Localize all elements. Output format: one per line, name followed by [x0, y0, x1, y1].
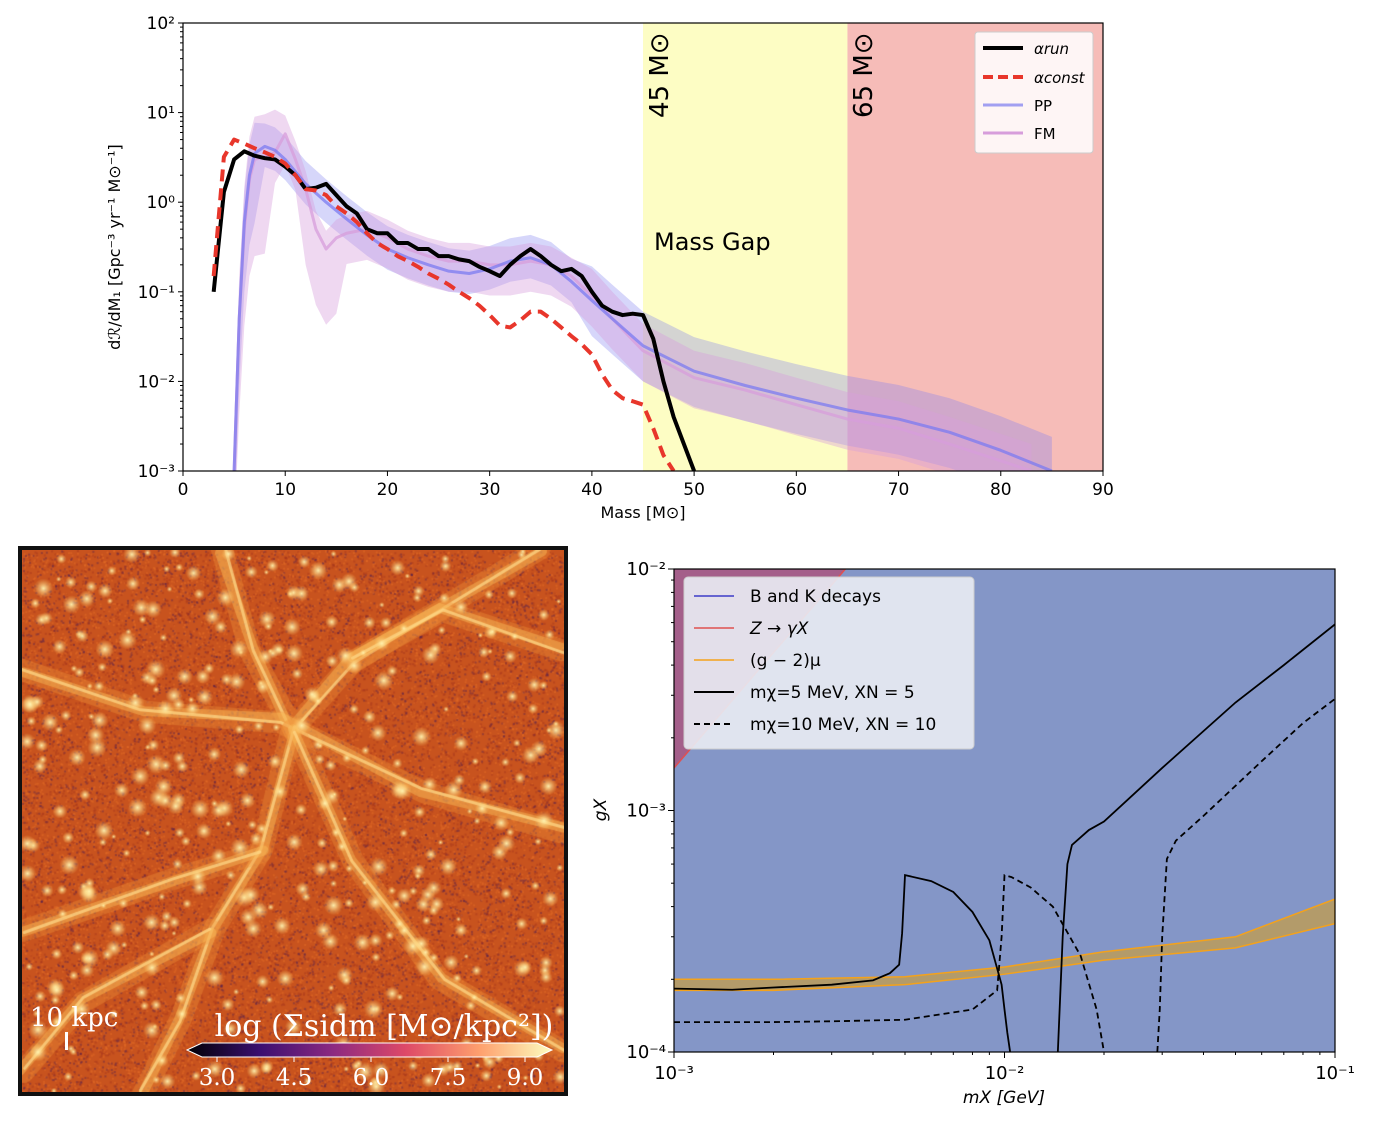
x-tick-label: 10⁻²	[985, 1063, 1025, 1084]
fm-uncertainty-band	[234, 109, 1032, 471]
density-map-image	[22, 550, 564, 1092]
x-tick-label: 40	[581, 480, 603, 500]
region-label-45: 45 M⊙	[645, 32, 675, 118]
legend-5mev: mχ=5 MeV, XN = 5	[750, 683, 915, 703]
coupling-chart: 10⁻³ 10⁻² 10⁻¹10⁻⁴10⁻³10⁻² mX [GeV] gX B a…	[591, 559, 1355, 1108]
colorbar-tick-label: 6.0	[353, 1065, 390, 1091]
density-map-panel: 10 kpc log (Σsidm [M⊙/kpc²]) 3.0 4.5 6.0 7.…	[18, 546, 568, 1096]
top-y-axis-label: dℛ/dM₁ [Gpc⁻³ yr⁻¹ M⊙⁻¹]	[105, 144, 124, 350]
legend-fm: FM	[1034, 125, 1056, 143]
scale-bar-label: 10 kpc	[30, 1003, 118, 1033]
y-tick-label: 10⁻¹	[138, 283, 175, 303]
region-label-65: 65 M⊙	[849, 32, 879, 118]
series-line-PP	[232, 144, 1053, 471]
x-tick-label: 90	[1092, 480, 1114, 500]
colorbar-tick-label: 7.5	[430, 1065, 467, 1091]
br-legend: B and K decays Z → γX (g − 2)μ mχ=5 MeV,…	[683, 576, 975, 750]
legend-z: Z → γX	[749, 619, 809, 639]
contour-mχ=10 MeV, XN = 10 (branch 2)	[1156, 698, 1335, 1052]
x-tick-label: 80	[990, 480, 1012, 500]
legend-10mev: mχ=10 MeV, XN = 10	[750, 715, 936, 735]
x-tick-label: 20	[377, 480, 399, 500]
mass-spectrum-chart: 0 10 20 30 40 50 60 70 80 90 10⁻³ 10⁻² 10⁻¹ 10⁰ 10¹ 10²…	[105, 14, 1114, 522]
legend-alpha-const: αconst	[1034, 69, 1086, 87]
y-tick-label: 10²	[147, 14, 175, 34]
y-tick-label: 10⁰	[147, 193, 176, 213]
scale-bar	[65, 1032, 68, 1050]
g-minus-2-band	[674, 898, 1335, 992]
legend-bk: B and K decays	[750, 587, 881, 607]
x-tick-label: 10⁻¹	[1315, 1063, 1355, 1084]
y-tick-label: 10⁻²	[138, 372, 175, 392]
colorbar-tick-label: 4.5	[276, 1065, 313, 1091]
colorbar-tick-label: 9.0	[507, 1065, 544, 1091]
contour-mχ=5 MeV, XN = 5 (branch 2)	[1056, 623, 1335, 1052]
top-x-axis-label: Mass [M⊙]	[600, 503, 685, 522]
top-plot-frame	[182, 22, 1104, 472]
y-tick-label: 10⁻³	[626, 801, 666, 822]
y-tick-label: 10⁻³	[138, 462, 175, 482]
legend-g2: (g − 2)μ	[750, 651, 821, 671]
pp-uncertainty-band	[234, 122, 1052, 471]
x-tick-label: 10	[274, 480, 296, 500]
x-tick-label: 10⁻³	[654, 1063, 694, 1084]
mass-gap-annotation: Mass Gap	[654, 228, 771, 256]
y-tick-label: 10¹	[147, 104, 175, 124]
x-tick-label: 70	[888, 480, 910, 500]
x-tick-label: 30	[479, 480, 501, 500]
y-tick-label: 10⁻²	[626, 559, 666, 580]
legend-alpha-run: αrun	[1034, 40, 1069, 58]
br-y-axis-label: gX	[591, 798, 611, 821]
contour-mχ=5 MeV, XN = 5	[674, 874, 1012, 1052]
series-line-FM	[232, 132, 1032, 471]
colorbar-label: log (Σsidm [M⊙/kpc²])	[215, 1009, 554, 1044]
x-tick-label: 50	[683, 480, 705, 500]
x-tick-label: 0	[178, 480, 189, 500]
colorbar-tick-label: 3.0	[199, 1065, 236, 1091]
x-tick-label: 60	[786, 480, 808, 500]
legend-pp: PP	[1034, 97, 1052, 115]
series-line-αconst	[211, 137, 676, 471]
shaded-region-0	[643, 23, 848, 471]
colorbar	[185, 1042, 554, 1058]
density-map-overlay: 10 kpc log (Σsidm [M⊙/kpc²]) 3.0 4.5 6.0 7.…	[30, 1003, 554, 1091]
top-legend: αrun αconst PP FM	[974, 31, 1094, 154]
br-x-axis-label: mX [GeV]	[963, 1088, 1045, 1108]
contour-mχ=10 MeV, XN = 10	[674, 873, 1105, 1052]
y-tick-label: 10⁻⁴	[626, 1042, 666, 1063]
